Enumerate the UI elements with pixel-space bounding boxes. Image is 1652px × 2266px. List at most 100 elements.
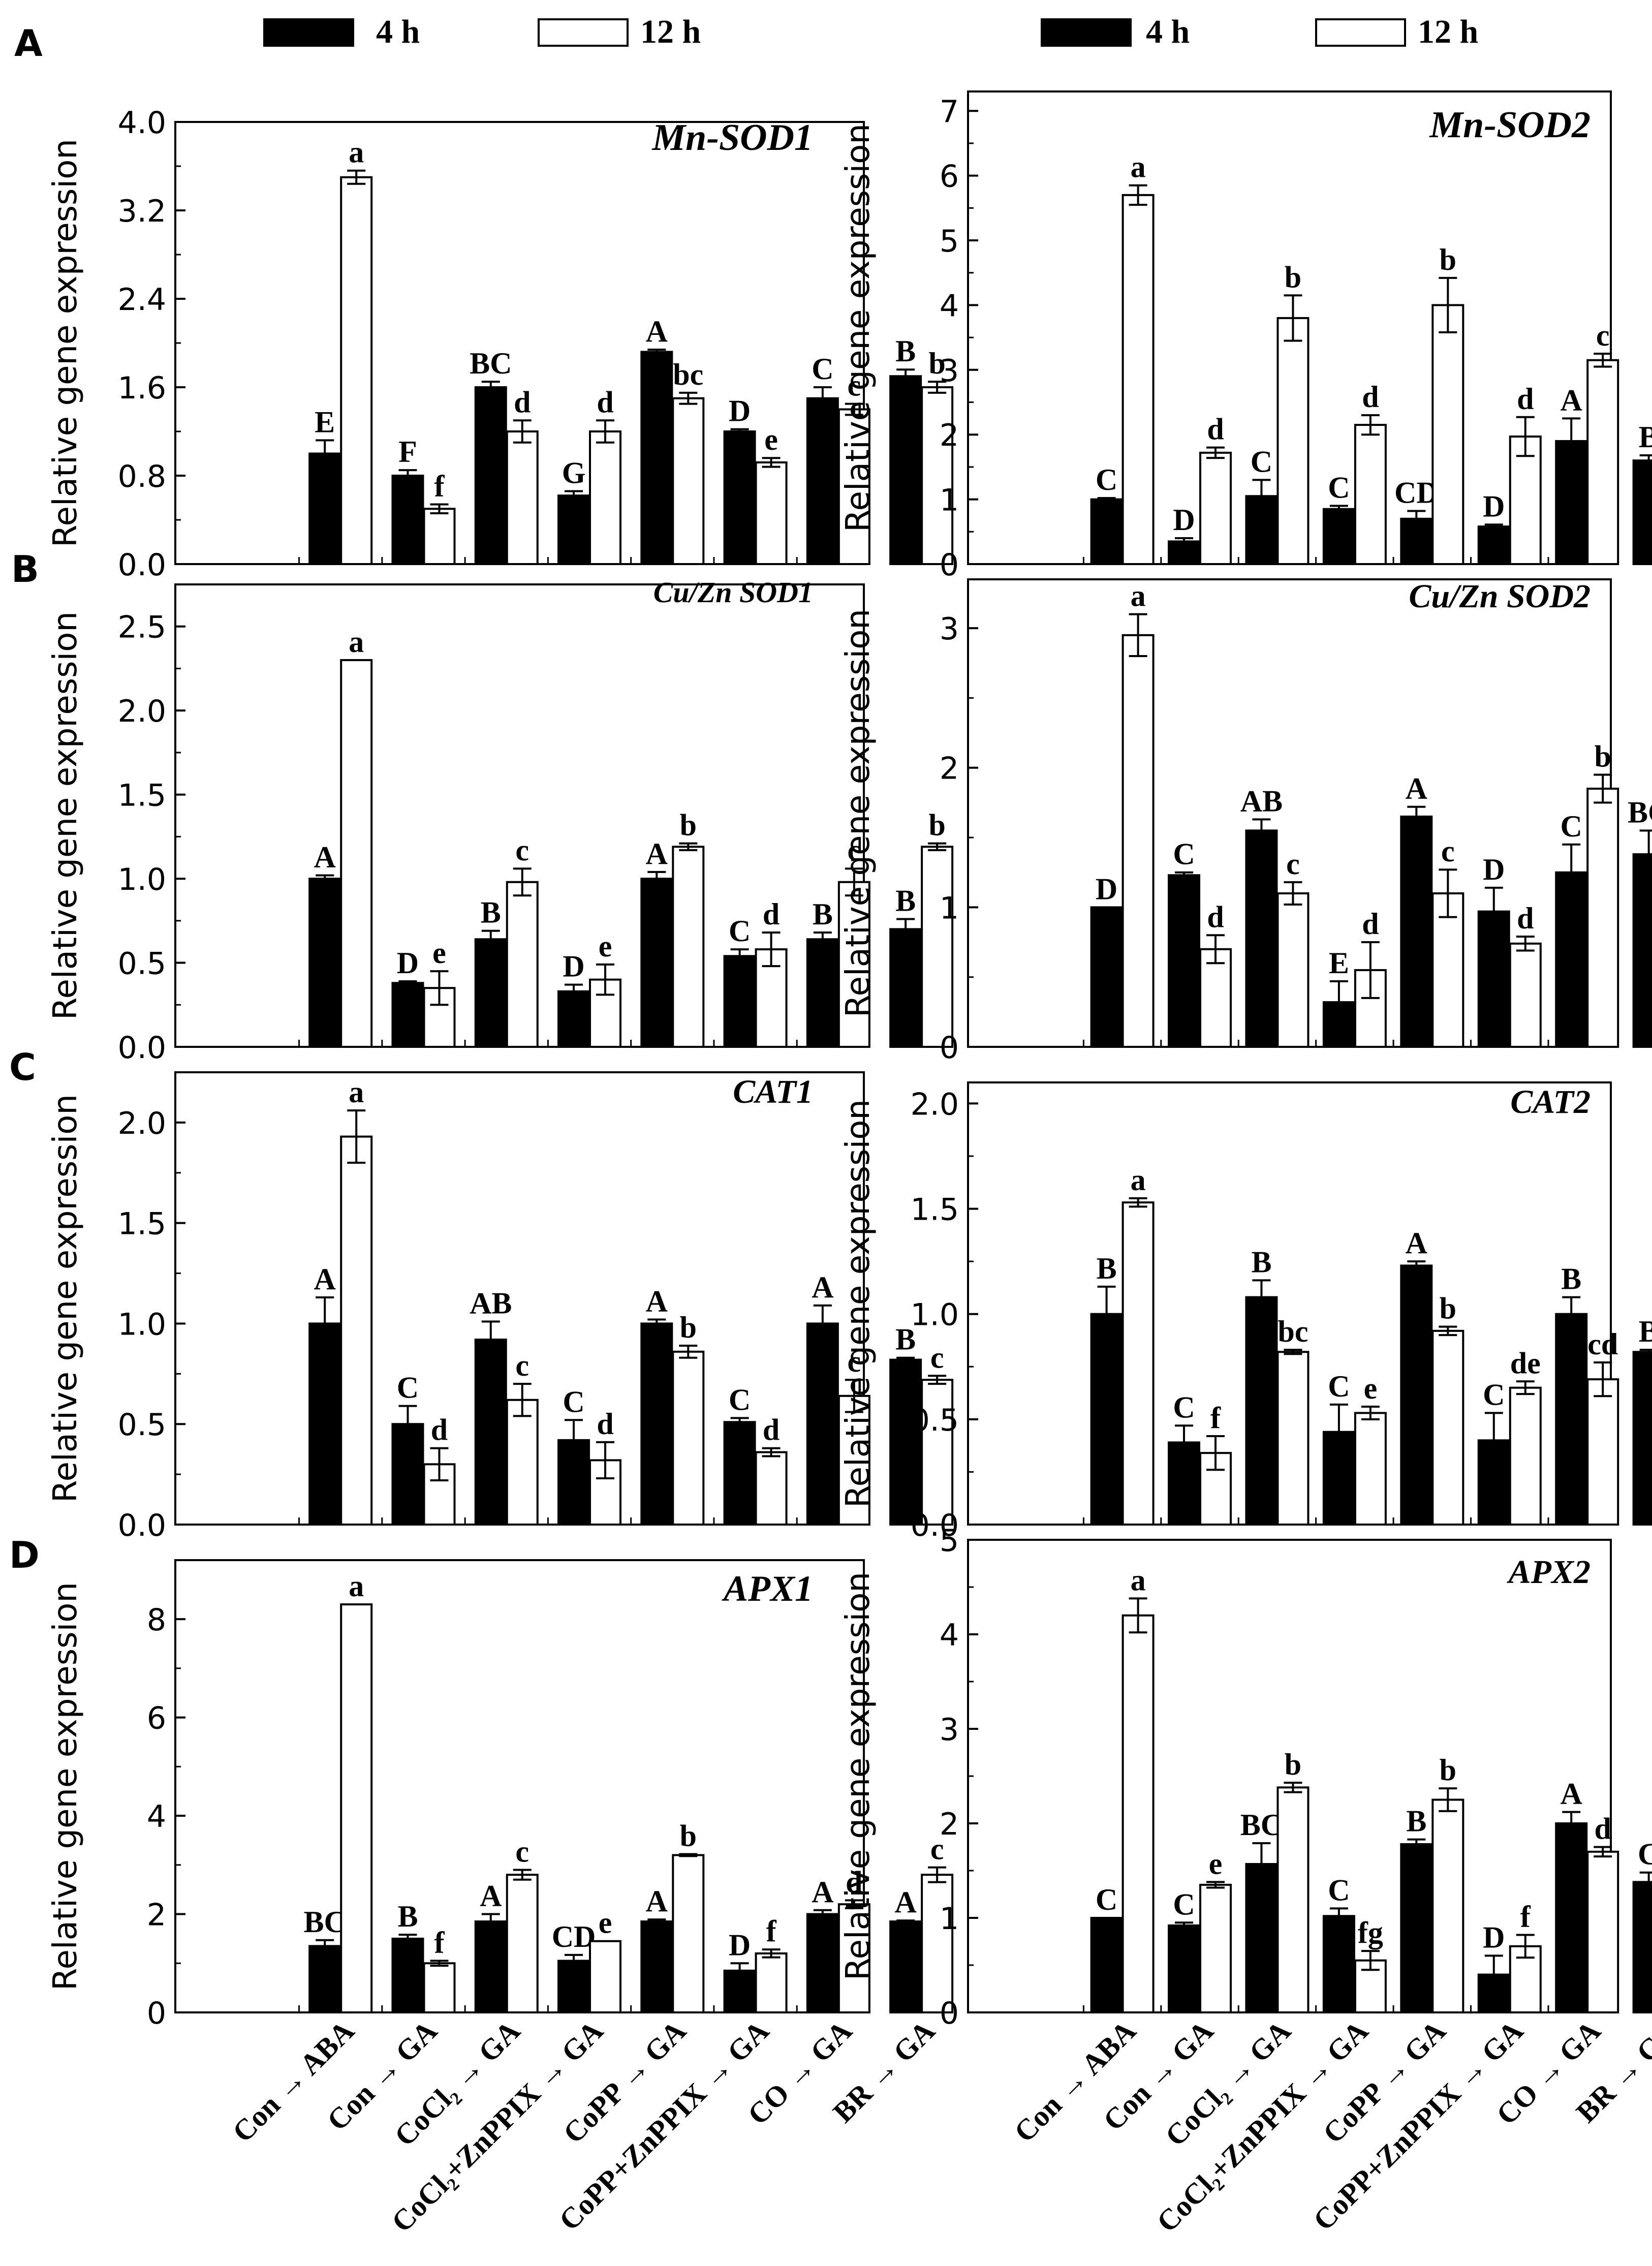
legend-label: 4 h	[1146, 13, 1190, 50]
bar-12h	[589, 430, 622, 565]
significance-letter: CD	[1394, 476, 1439, 510]
significance-letter: d	[597, 385, 613, 419]
bar-12h	[340, 176, 373, 565]
y-tick-label: 6	[147, 1701, 166, 1736]
y-tick-label: 6	[940, 159, 959, 195]
chart-title: CAT2	[1510, 1083, 1591, 1121]
significance-letter: D	[729, 394, 751, 428]
significance-letter: c	[515, 833, 529, 867]
bar-4h	[806, 1322, 839, 1526]
significance-letter: b	[1285, 260, 1301, 294]
significance-letter: A	[1406, 772, 1427, 805]
y-tick-label: 0.0	[911, 1508, 959, 1543]
bar-12h	[423, 508, 456, 565]
y-tick-label: 4.0	[118, 105, 166, 141]
y-tick-label: 3	[940, 353, 959, 389]
significance-letter: e	[764, 423, 778, 456]
y-tick-label: 4	[940, 288, 959, 324]
y-tick-label: 0.0	[118, 1030, 166, 1066]
significance-letter: a	[349, 136, 364, 169]
significance-letter: b	[1595, 739, 1611, 773]
significance-letter: D	[1483, 1920, 1505, 1954]
y-tick-label: 2.5	[118, 610, 166, 645]
significance-letter: a	[1131, 150, 1146, 184]
bar-4h	[308, 1322, 341, 1526]
significance-letter: c	[848, 833, 861, 867]
bar-12h	[1586, 787, 1619, 1048]
significance-letter: BC	[1628, 795, 1652, 829]
y-tick-label: 4	[147, 1799, 166, 1835]
significance-letter: BC	[1240, 1808, 1283, 1842]
significance-letter: C	[1638, 1838, 1652, 1871]
bar-4h	[474, 386, 507, 565]
y-axis-label: Relative gene expression	[839, 1572, 877, 1980]
y-tick-label: 2.0	[118, 1106, 166, 1141]
significance-letter: c	[515, 1835, 529, 1868]
significance-letter: B	[1251, 1245, 1271, 1279]
y-tick-label: 2.0	[118, 694, 166, 729]
significance-letter: b	[680, 1819, 697, 1853]
significance-letter: C	[397, 1371, 419, 1405]
bar-12h	[1586, 1850, 1619, 2014]
y-tick-label: 2	[940, 1807, 959, 1842]
y-tick-label: 0.8	[118, 459, 166, 494]
bar-12h	[589, 1940, 622, 2014]
chart-panel-7: 0 2 4 6 8 Relative gene expression APX1 BC a Bf Ac…	[47, 1559, 954, 2031]
bar-12h	[506, 430, 539, 565]
bar-12h	[755, 461, 788, 566]
panel-letter-b: B	[11, 548, 39, 591]
significance-letter: A	[314, 1262, 336, 1296]
significance-letter: C	[1328, 1370, 1350, 1403]
significance-letter: D	[397, 946, 419, 980]
bar-12h	[1121, 1614, 1155, 2014]
significance-letter: C	[1096, 463, 1117, 496]
bar-4h	[1555, 1313, 1588, 1526]
y-tick-label: 1.0	[118, 862, 166, 897]
significance-letter: B	[1639, 1315, 1652, 1348]
bar-4h	[1632, 1351, 1652, 1526]
significance-letter: B	[895, 334, 916, 368]
significance-letter: E	[1329, 946, 1349, 980]
significance-letter: B	[397, 1900, 418, 1933]
chart-panel-2: 0 1 2 3 4 5 6 7 Relative gene expression Mn-SOD2 C…	[839, 90, 1652, 583]
bar-12h	[672, 846, 705, 1048]
y-axis-label: Relative gene expression	[839, 123, 877, 532]
bar-12h	[1509, 942, 1542, 1048]
y-tick-label: 0.5	[118, 946, 166, 982]
significance-letter: C	[1173, 837, 1195, 871]
bar-12h	[921, 1379, 954, 1526]
y-tick-label: 1.5	[911, 1192, 959, 1228]
significance-letter: d	[597, 1407, 613, 1441]
bar-4h	[474, 1920, 507, 2014]
significance-letter: b	[680, 1311, 697, 1344]
significance-letter: C	[1483, 1378, 1505, 1411]
significance-letter: C	[1328, 471, 1350, 504]
chart-title: CAT1	[733, 1073, 813, 1110]
significance-letter: e	[1364, 1372, 1378, 1405]
significance-letter: c	[1286, 847, 1300, 881]
y-tick-label: 5	[940, 1523, 959, 1559]
bar-12h	[1199, 451, 1232, 565]
significance-letter: d	[1595, 1812, 1611, 1846]
legend-swatch-4h	[1041, 18, 1132, 47]
significance-letter: f	[766, 1914, 777, 1948]
charts-layer: 0.0 0.8 1.6 2.4 3.2 4.0 Relative gene expressi…	[47, 90, 1652, 2031]
significance-letter: d	[1362, 907, 1379, 941]
panel-letter-c: C	[9, 1046, 36, 1089]
significance-letter: C	[563, 1385, 584, 1418]
bar-12h	[921, 1874, 954, 2013]
significance-letter: A	[646, 1285, 668, 1318]
bar-4h	[474, 1339, 507, 1526]
significance-letter: e	[599, 1906, 612, 1940]
y-tick-label: 1.0	[118, 1307, 166, 1342]
y-tick-label: 1.6	[118, 370, 166, 406]
bar-12h	[423, 1962, 456, 2014]
bar-4h	[889, 928, 922, 1048]
bar-12h	[340, 659, 373, 1048]
bar-4h	[1168, 874, 1201, 1048]
y-tick-label: 1	[940, 890, 959, 926]
y-tick-label: 0.5	[118, 1407, 166, 1443]
bar-4h	[1322, 508, 1355, 566]
y-tick-label: 5	[940, 224, 959, 259]
significance-letter: a	[1131, 1563, 1146, 1597]
